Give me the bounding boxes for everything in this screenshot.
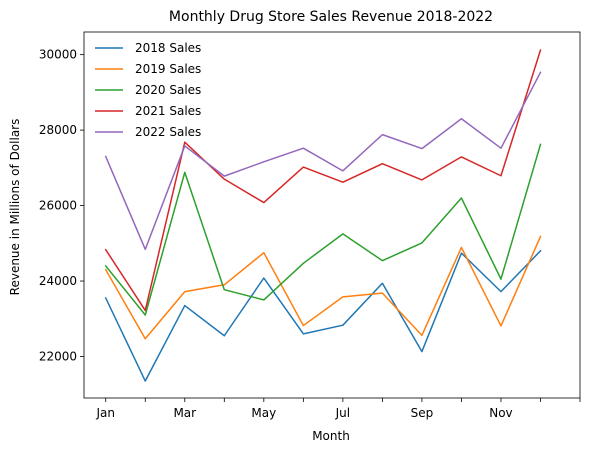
x-axis-label: Month bbox=[312, 429, 350, 443]
legend-label-4: 2022 Sales bbox=[135, 125, 201, 139]
series-line-0 bbox=[104, 249, 542, 382]
x-tick-label: Mar bbox=[173, 406, 196, 420]
chart-title: Monthly Drug Store Sales Revenue 2018-20… bbox=[169, 9, 493, 25]
legend-label-1: 2019 Sales bbox=[135, 62, 201, 76]
axes-frame bbox=[83, 31, 581, 399]
x-tick-label: Sep bbox=[411, 406, 434, 420]
x-tick-label: May bbox=[251, 406, 276, 420]
legend-label-2: 2020 Sales bbox=[135, 83, 201, 97]
series-line-4 bbox=[104, 71, 542, 251]
y-tick-label: 30000 bbox=[39, 48, 77, 62]
series-line-2 bbox=[104, 143, 542, 316]
series-line-3 bbox=[104, 49, 542, 312]
x-tick-label: Nov bbox=[489, 406, 512, 420]
y-tick-label: 26000 bbox=[39, 199, 77, 213]
legend-label-3: 2021 Sales bbox=[135, 104, 201, 118]
plot-area: Jan Mar May Jul Sep Nov 22000 24000 26000 28000 30… bbox=[39, 31, 581, 420]
x-tick-label: Jul bbox=[335, 406, 350, 420]
y-axis-label: Revenue in Millions of Dollars bbox=[8, 119, 22, 296]
y-tick-label: 22000 bbox=[39, 349, 77, 363]
y-tick-label: 24000 bbox=[39, 274, 77, 288]
series-line-1 bbox=[104, 235, 542, 340]
y-tick-label: 28000 bbox=[39, 123, 77, 137]
legend: 2018 Sales 2019 Sales 2020 Sales 2021 Sales… bbox=[95, 41, 201, 139]
x-tick-label: Jan bbox=[95, 406, 115, 420]
legend-label-0: 2018 Sales bbox=[135, 41, 201, 55]
